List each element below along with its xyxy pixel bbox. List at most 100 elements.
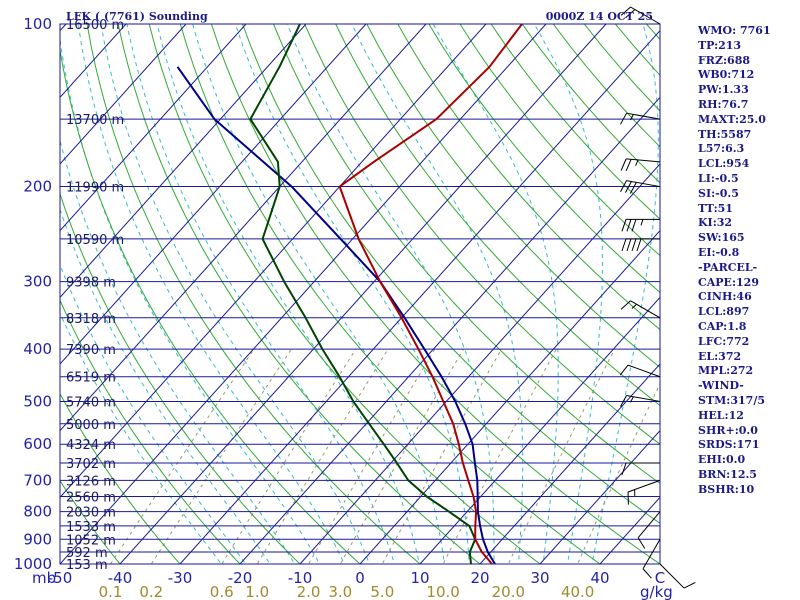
index-line: L57:6.3 [698, 142, 745, 156]
moist-adiabat-line [60, 35, 321, 564]
dry-adiabat-line [366, 24, 660, 369]
pressure-tick-label: 500 [23, 392, 52, 410]
height-label: 2560 m [66, 491, 116, 506]
index-line: LI:-0.5 [698, 171, 739, 185]
mixing-ratio-label: 10.0 [426, 583, 459, 600]
pressure-tick-label: 700 [23, 471, 52, 489]
index-line: SW:165 [698, 231, 745, 245]
height-label: 9398 m [66, 276, 116, 291]
dry-adiabat-line [117, 24, 481, 564]
index-line: -PARCEL- [698, 260, 758, 274]
wind-barb [637, 511, 661, 549]
isotherm-line [299, 163, 660, 564]
temperature-tick-label: C [655, 569, 665, 587]
temperature-tick-label: -10 [288, 569, 313, 587]
mixing-ratio-line [150, 348, 292, 564]
height-label: 5000 m [66, 418, 116, 433]
dry-adiabat-line [60, 299, 241, 564]
temperature-tick-label: -20 [228, 569, 253, 587]
temperature-tick-label: 40 [590, 569, 609, 587]
index-line: BRN:12.5 [698, 467, 757, 481]
isotherm-line [60, 24, 187, 165]
dry-adiabat-line [86, 24, 421, 564]
mixing-ratio-label: 40.0 [561, 583, 594, 600]
moist-adiabat-line [192, 24, 445, 564]
temperature-tick-label: 10 [410, 569, 429, 587]
dry-adiabats [60, 24, 660, 564]
wind-barb [621, 238, 660, 252]
isotherms [60, 24, 660, 564]
wind-barb [659, 563, 696, 589]
mixing-ratio-line [109, 348, 255, 564]
isotherm-line [60, 24, 487, 499]
dry-adiabat-line [304, 24, 660, 445]
mixing-ratio-unit-label: g/kg [640, 583, 673, 600]
height-label: 11990 m [66, 181, 124, 196]
pressure-tick-labels: 100 200 300 400 500 600 700 800 900 1000 [14, 15, 52, 573]
index-line: LFC:772 [698, 334, 750, 348]
moist-adiabat-line [432, 24, 559, 564]
mixing-ratio-label: 0.2 [139, 583, 163, 600]
dry-adiabat-line [428, 24, 660, 294]
pressure-tick-label: 800 [23, 503, 52, 521]
index-line: MPL:272 [698, 364, 754, 378]
wind-barb [620, 112, 661, 125]
height-label: 1533 m [66, 520, 116, 535]
height-labels: 16500 m 13700 m 11990 m 10590 m 9398 m 8318 m… [66, 18, 124, 573]
mixing-ratio-lines [109, 348, 660, 564]
temperature-tick-label: 20 [470, 569, 489, 587]
parcel-profile-line [176, 66, 496, 564]
index-line: HEL:12 [698, 408, 744, 422]
index-line: TH:5587 [698, 127, 752, 141]
mixing-ratio-label: 3.0 [328, 583, 352, 600]
dry-adiabat-line [148, 24, 541, 564]
chart-timestamp: 0000Z 14 OCT 25 [546, 10, 653, 23]
mixing-ratio-label: 0.6 [210, 583, 234, 600]
index-line: CINH:46 [698, 290, 752, 304]
moist-adiabat-line [286, 24, 495, 564]
index-line: SRDS:171 [698, 438, 760, 452]
mixing-ratio-line [507, 348, 616, 564]
index-line: CAPE:129 [698, 275, 759, 289]
temperature-tick-labels: -50 -40 -30 -20 -10 0 10 20 30 40 C [48, 569, 665, 587]
index-line: LCL:897 [698, 305, 750, 319]
dry-adiabat-line [60, 479, 121, 564]
index-line: EL:372 [698, 349, 742, 363]
isotherm-line [479, 363, 660, 564]
mixing-ratio-label: 20.0 [492, 583, 525, 600]
plot-frame [59, 23, 661, 565]
pressure-tick-label: 900 [23, 530, 52, 548]
temperature-profile-line [338, 24, 523, 564]
index-line: SHR+:0.0 [698, 423, 758, 437]
dry-adiabat-line [60, 392, 181, 564]
isotherm-line [179, 29, 660, 564]
wind-barb [642, 539, 661, 579]
mixing-ratio-line [221, 348, 357, 564]
index-line: WMO: 7761 [698, 24, 771, 37]
temperature-tick-label: 30 [530, 569, 549, 587]
mixing-ratio-line [339, 348, 464, 564]
index-line: LCL:954 [698, 157, 750, 171]
height-label: 8318 m [66, 312, 116, 327]
isotherm-line [539, 429, 660, 564]
mixing-ratio-line [442, 348, 557, 564]
index-line: CAP:1.8 [698, 319, 747, 333]
wind-barb [621, 462, 660, 476]
height-label: 1052 m [66, 533, 116, 548]
index-line: PW:1.33 [698, 83, 749, 97]
mixing-ratio-label: 2.0 [297, 583, 321, 600]
temperature-tick-label: -40 [108, 569, 133, 587]
height-label: 10590 m [66, 233, 124, 248]
pressure-axis-label: mb [32, 569, 56, 587]
dry-adiabat-line [397, 24, 660, 331]
height-label: 3126 m [66, 474, 116, 489]
height-label: 592 m [66, 546, 108, 561]
isotherm-line [60, 24, 307, 299]
mixing-ratio-line [307, 348, 436, 564]
index-line: TT:51 [698, 201, 733, 215]
height-label: 3702 m [66, 457, 116, 472]
height-label: 7390 m [66, 343, 116, 358]
wind-barb [620, 180, 661, 194]
mixing-ratio-label: 5.0 [370, 583, 394, 600]
